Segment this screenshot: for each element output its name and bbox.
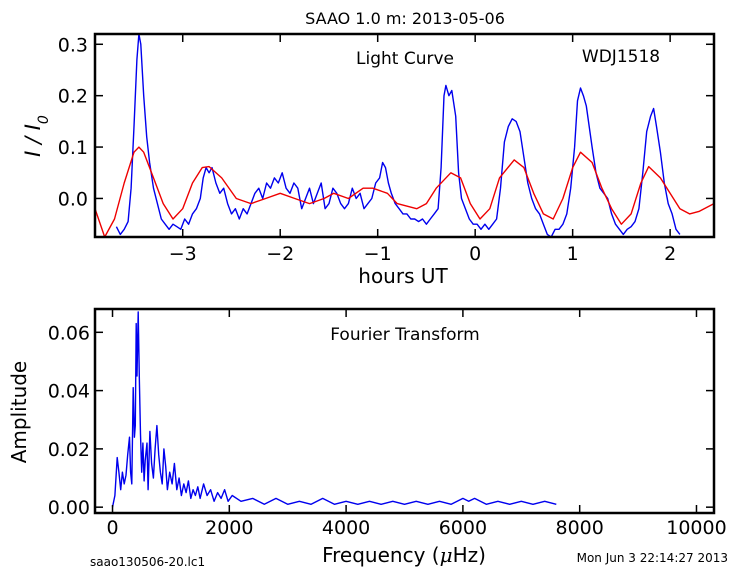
light-curve-frame: [93, 32, 716, 239]
light-curve-x-tick-label: −3: [169, 243, 197, 265]
light-curve-series-1-line: [95, 146, 714, 237]
fourier-x-tick-label: 10000: [666, 517, 726, 539]
fourier-series-0-line: [111, 311, 557, 508]
fourier-x-tick-label: 2000: [205, 517, 253, 539]
fourier-x-tick-label: 8000: [556, 517, 604, 539]
fourier-y-axis-label: Amplitude: [7, 361, 31, 464]
light-curve-y-tick-label: 0.2: [58, 86, 88, 108]
fourier-y-tick-label: 0.00: [48, 497, 90, 519]
fourier-x-tick-label: 4000: [322, 517, 370, 539]
light-curve-y-tick-label: 0.0: [58, 188, 88, 210]
fourier-x-tick-label: 6000: [439, 517, 487, 539]
light-curve-panel: −3 −2 −1 0 1 2 0.0 0.1 0.2 0.3 Light Curve WDJ151…: [21, 32, 716, 288]
fourier-ticks: 0 2000 4000 6000 8000 10000 0.00 0.02 0.04 0.06: [48, 309, 727, 539]
light-curve-x-tick-label: 0: [469, 243, 481, 265]
fourier-x-axis-label: Frequency (μHz): [322, 543, 486, 567]
footer-timestamp: Mon Jun 3 22:14:27 2013: [577, 551, 728, 565]
light-curve-x-tick-label: 2: [664, 243, 676, 265]
light-curve-series-0-line: [115, 34, 681, 237]
figure-title: SAAO 1.0 m: 2013-05-06: [305, 9, 505, 28]
fourier-x-tick-label: 0: [106, 517, 118, 539]
fourier-y-tick-label: 0.02: [48, 439, 90, 461]
light-curve-y-tick-label: 0.3: [58, 34, 88, 56]
fourier-y-tick-label: 0.06: [48, 322, 90, 344]
light-curve-x-axis-label: hours UT: [358, 264, 448, 288]
light-curve-x-tick-label: −1: [364, 243, 392, 265]
light-curve-ticks: −3 −2 −1 0 1 2 0.0 0.1 0.2 0.3: [58, 34, 714, 265]
light-curve-y-axis-label: I / I0: [21, 115, 52, 157]
fourier-annotation: Fourier Transform: [330, 325, 479, 345]
fourier-panel: 0 2000 4000 6000 8000 10000 0.00 0.02 0.04 0.06 F…: [7, 307, 727, 567]
light-curve-x-tick-label: 1: [567, 243, 579, 265]
light-curve-x-tick-label: −2: [266, 243, 294, 265]
fourier-y-tick-label: 0.04: [48, 381, 90, 403]
star-name-annotation: WDJ1518: [582, 47, 660, 67]
fourier-plot-area: [111, 311, 557, 508]
light-curve-annotation: Light Curve: [356, 49, 454, 69]
light-curve-plot-area: [95, 34, 714, 237]
footer-filename: saao130506-20.lc1: [90, 555, 205, 569]
fourier-frame: [93, 307, 716, 515]
light-curve-y-tick-label: 0.1: [58, 137, 88, 159]
